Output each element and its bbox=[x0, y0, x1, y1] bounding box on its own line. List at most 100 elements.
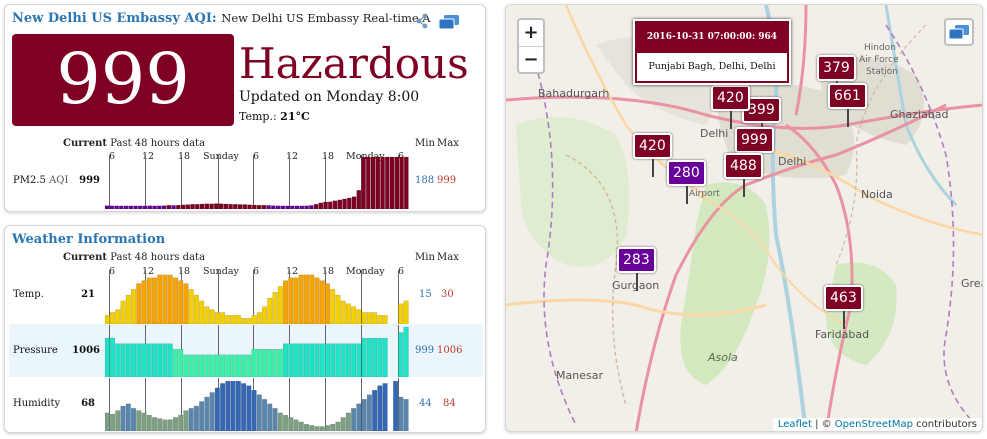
history-bar bbox=[146, 277, 152, 324]
history-bar bbox=[136, 283, 142, 324]
osm-link[interactable]: OpenStreetMap bbox=[834, 419, 913, 430]
history-bar bbox=[199, 401, 205, 431]
map-zoom-control: + − bbox=[517, 18, 545, 74]
history-bar bbox=[214, 312, 220, 324]
pressure-row-max: 1006 bbox=[437, 345, 463, 356]
history-bar bbox=[128, 205, 134, 209]
station-marker-283[interactable]: 283 bbox=[617, 247, 656, 291]
history-bar bbox=[188, 289, 194, 324]
history-bar bbox=[372, 337, 378, 377]
history-bar bbox=[283, 343, 289, 377]
station-marker-488[interactable]: 488 bbox=[724, 153, 763, 197]
history-bar bbox=[241, 354, 247, 377]
station-marker-420-a[interactable]: 420 bbox=[633, 133, 672, 177]
weather-header-history: Current Past 48 hours data bbox=[63, 252, 205, 263]
history-bar bbox=[178, 414, 184, 431]
history-bar bbox=[230, 354, 236, 377]
history-bar bbox=[120, 405, 126, 431]
history-bar bbox=[267, 403, 273, 431]
history-bar bbox=[109, 205, 115, 209]
history-bar bbox=[313, 204, 319, 209]
history-bar bbox=[105, 337, 110, 377]
history-bar bbox=[228, 204, 233, 209]
history-bar bbox=[351, 196, 357, 209]
history-bar bbox=[275, 205, 281, 209]
history-bar bbox=[319, 280, 325, 324]
pm25-min: 188 bbox=[415, 175, 435, 186]
history-bar bbox=[345, 303, 351, 324]
history-bar bbox=[398, 332, 404, 377]
time-tick-label: 12 bbox=[286, 151, 299, 162]
history-bar bbox=[293, 277, 299, 324]
history-bar bbox=[115, 343, 121, 377]
history-bar bbox=[294, 205, 300, 209]
station-marker-280[interactable]: 280 bbox=[667, 160, 706, 204]
station-marker-463[interactable]: 463 bbox=[824, 285, 863, 329]
history-bar bbox=[146, 343, 152, 377]
history-bar bbox=[138, 205, 143, 209]
history-bar bbox=[262, 306, 268, 324]
time-tick-label: 6 bbox=[253, 151, 260, 162]
history-bar bbox=[105, 315, 110, 324]
share-icon[interactable] bbox=[415, 13, 429, 29]
history-bar bbox=[403, 399, 409, 431]
history-bar bbox=[266, 205, 271, 209]
history-bar bbox=[146, 414, 152, 431]
aqi-panel-title: New Delhi US Embassy AQI: New Delhi US E… bbox=[12, 11, 431, 26]
station-popup: 2016-10-31 07:00:00: 964 Punjabi Bagh, D… bbox=[633, 19, 791, 85]
time-tick-label: Sunday bbox=[203, 266, 239, 277]
history-bar bbox=[324, 283, 330, 324]
aqi-value-box: 999 bbox=[12, 34, 234, 126]
history-bar bbox=[262, 399, 268, 431]
history-bar bbox=[235, 315, 241, 324]
history-bar bbox=[356, 403, 362, 431]
zoom-out-button[interactable]: − bbox=[519, 46, 543, 72]
map-panel[interactable]: + − Bahadurgarh Hindon Air Force Station… bbox=[505, 4, 983, 432]
history-bar bbox=[389, 156, 395, 209]
history-bar bbox=[288, 277, 294, 324]
history-bar bbox=[136, 343, 142, 377]
history-bar bbox=[299, 205, 305, 209]
history-bar bbox=[323, 201, 328, 209]
history-bar bbox=[114, 205, 119, 209]
pressure-history-chart bbox=[105, 325, 409, 377]
history-bar bbox=[361, 337, 367, 377]
weather-header-max: Max bbox=[437, 252, 459, 263]
widget-screen-icon[interactable] bbox=[438, 14, 460, 30]
history-bar bbox=[123, 205, 129, 209]
time-tick-label: Sunday bbox=[203, 151, 239, 162]
pm25-max: 999 bbox=[437, 175, 457, 186]
history-bar bbox=[209, 354, 215, 377]
station-marker-661[interactable]: 661 bbox=[828, 83, 867, 127]
map-screen-button[interactable] bbox=[944, 18, 974, 46]
history-bar bbox=[235, 380, 241, 431]
history-bar bbox=[382, 337, 388, 377]
history-bar bbox=[277, 349, 283, 377]
time-tick-label: 18 bbox=[178, 151, 191, 162]
humidity-row-current: 68 bbox=[81, 398, 95, 409]
time-tick-label: 12 bbox=[286, 266, 299, 277]
zoom-in-button[interactable]: + bbox=[523, 22, 539, 43]
history-bar bbox=[340, 300, 346, 324]
history-bar bbox=[314, 277, 320, 324]
history-bar bbox=[204, 354, 210, 377]
time-tick-label: 6 bbox=[109, 151, 116, 162]
history-bar bbox=[283, 280, 289, 324]
history-bar bbox=[293, 343, 299, 377]
history-bar bbox=[366, 394, 372, 431]
history-bar bbox=[167, 274, 173, 324]
history-bar bbox=[220, 383, 226, 431]
pm25-name: PM2.5 bbox=[13, 175, 46, 186]
station-marker-420-b[interactable]: 420 bbox=[711, 85, 750, 129]
station-marker-379[interactable]: 379 bbox=[817, 55, 856, 99]
history-bar bbox=[280, 205, 286, 209]
leaflet-link[interactable]: Leaflet bbox=[777, 419, 812, 430]
history-bar bbox=[335, 343, 341, 377]
history-bar bbox=[193, 405, 199, 431]
station-marker-999[interactable]: 999 bbox=[735, 127, 774, 171]
history-bar bbox=[298, 343, 304, 377]
humidity-history-chart bbox=[105, 378, 409, 431]
history-bar bbox=[110, 413, 116, 431]
history-bar bbox=[157, 274, 163, 324]
history-bar bbox=[178, 280, 184, 324]
